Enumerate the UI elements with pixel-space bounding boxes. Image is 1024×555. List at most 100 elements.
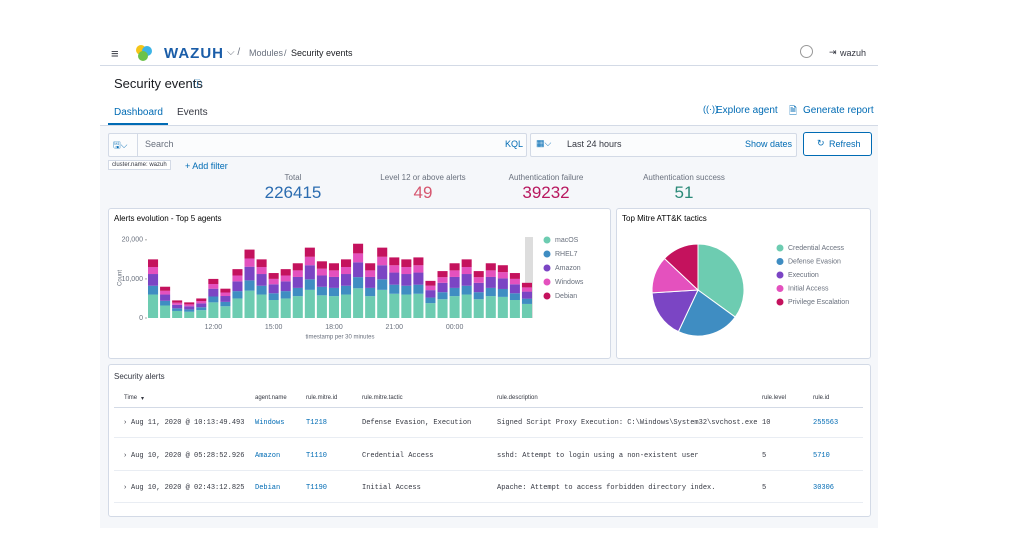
time-range[interactable]: Last 24 hours: [567, 139, 622, 149]
bar-segment: [292, 276, 303, 288]
table-cell: Apache: Attempt to access forbidden dire…: [497, 484, 716, 492]
bar-segment: [389, 293, 400, 318]
saved-query-icon[interactable]: 🖫⌵: [113, 140, 128, 150]
x-tick-label: 15:00: [265, 324, 283, 331]
logout-icon: ⇥: [829, 47, 837, 57]
tab-underline: [108, 123, 168, 125]
add-filter[interactable]: + Add filter: [185, 161, 228, 171]
pie-slice: [663, 243, 699, 292]
bar-segment: [196, 303, 207, 308]
stat-value: 49: [413, 183, 433, 202]
tab[interactable]: Dashboard: [114, 107, 163, 118]
legend-swatch: [776, 298, 784, 306]
chart-title: Top Mitre ATT&K tactics: [622, 214, 707, 223]
bar-segment: [497, 278, 508, 289]
bar-segment: [328, 287, 339, 297]
row-line: [114, 437, 863, 438]
table-title: Security alerts: [114, 372, 165, 381]
table-cell: 10: [762, 419, 771, 427]
expand-icon: ›: [124, 484, 127, 491]
explore-agent[interactable]: Explore agent: [716, 105, 778, 116]
bar-segment: [172, 300, 183, 303]
bar-segment: [172, 308, 183, 311]
tab[interactable]: Events: [177, 107, 208, 118]
bar-segment: [461, 274, 472, 286]
bar-segment: [413, 293, 424, 318]
icon: 🗎: [789, 106, 798, 117]
bar-segment: [160, 290, 171, 295]
icon: ((·)): [703, 104, 718, 114]
filter-pill[interactable]: cluster.name: wazuh: [108, 160, 171, 170]
y-tick-label: 0: [139, 315, 143, 322]
bar-segment: [292, 287, 303, 297]
bar-segment: [485, 287, 496, 297]
bar-segment: [304, 289, 315, 318]
refresh-button[interactable]: [803, 132, 872, 156]
bar-segment: [353, 262, 364, 278]
menu-icon[interactable]: ≡: [111, 46, 119, 61]
show-dates[interactable]: Show dates: [745, 139, 793, 149]
bar-segment: [485, 296, 496, 318]
bar-segment: [208, 283, 219, 289]
bar-segment: [485, 270, 496, 277]
legend-swatch: [543, 250, 551, 258]
bar-segment: [437, 299, 448, 318]
user[interactable]: wazuh: [840, 48, 867, 58]
generate-report[interactable]: Generate report: [803, 105, 874, 116]
table-cell: Aug 10, 2020 @ 02:43:12.825: [131, 484, 245, 492]
breadcrumb[interactable]: Modules: [249, 48, 284, 58]
bar-segment: [509, 300, 520, 318]
calendar-icon[interactable]: ▦⌵: [536, 138, 552, 148]
bar-segment: [316, 268, 327, 276]
search-bar[interactable]: [108, 133, 527, 157]
bar-segment: [497, 288, 508, 297]
kql[interactable]: KQL: [505, 139, 524, 149]
table-cell: 5: [762, 484, 767, 492]
bar-segment: [461, 266, 472, 275]
bar-segment: [244, 258, 255, 267]
brand[interactable]: WAZUH: [164, 45, 224, 62]
bar-segment: [425, 297, 436, 304]
bar-segment: [521, 287, 532, 292]
bar-segment: [304, 256, 315, 266]
bar-segment: [196, 310, 207, 318]
y-tick-label: 20,000: [122, 237, 144, 244]
bar-segment: [509, 293, 520, 301]
bar-segment: [413, 272, 424, 285]
bar-segment: [148, 294, 159, 318]
bar-segment: [365, 296, 376, 318]
bar-segment: [377, 256, 388, 266]
bar-segment: [292, 270, 303, 277]
help-icon[interactable]: [800, 45, 813, 58]
bar-segment: [521, 303, 532, 318]
info-icon[interactable]: ⓘ: [193, 79, 203, 89]
expand-icon: ›: [124, 419, 127, 426]
bar-segment: [377, 265, 388, 280]
bar-segment: [353, 277, 364, 289]
sort-icon: ▾: [141, 396, 145, 402]
bar-segment: [196, 307, 207, 311]
x-axis-label: timestamp per 30 minutes: [305, 335, 374, 341]
bar-segment: [365, 287, 376, 297]
bar-segment: [196, 300, 207, 304]
x-tick-label: 00:00: [446, 324, 464, 331]
bar-segment: [232, 269, 243, 276]
legend-label: Defense Evasion: [788, 258, 841, 265]
bar-segment: [208, 288, 219, 297]
search-input[interactable]: Search: [145, 139, 174, 149]
legend-label: RHEL7: [555, 251, 578, 258]
bar-segment: [425, 290, 436, 298]
refresh-label[interactable]: Refresh: [829, 139, 861, 149]
bar-segment: [473, 277, 484, 283]
bar-segment: [389, 284, 400, 294]
column-header: rule.id: [813, 395, 830, 401]
time-picker[interactable]: [530, 133, 797, 157]
bar-segment: [148, 274, 159, 286]
y-axis-label: Count: [118, 270, 124, 286]
bar-segment: [220, 301, 231, 307]
bar-segment: [437, 277, 448, 283]
bar-segment: [148, 259, 159, 267]
legend-swatch: [776, 244, 784, 252]
bar-segment: [353, 288, 364, 318]
bar-segment: [341, 259, 352, 267]
